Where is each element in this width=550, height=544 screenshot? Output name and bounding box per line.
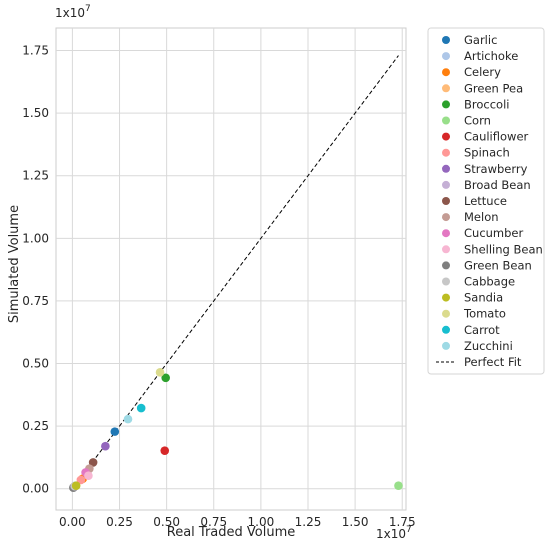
legend-label-spinach: Spinach bbox=[464, 146, 510, 160]
legend-marker-melon bbox=[442, 213, 450, 222]
y-axis-label: Simulated Volume bbox=[7, 205, 22, 323]
x-tick-label: 1.00 bbox=[248, 515, 275, 529]
point-tomato bbox=[155, 367, 165, 377]
legend-marker-tomato bbox=[442, 309, 450, 318]
x-axis-label: Real Traded Volume bbox=[167, 525, 295, 540]
x-tick-label: 0.75 bbox=[200, 515, 227, 529]
legend-marker-zucchini bbox=[442, 341, 450, 350]
legend-marker-cucumber bbox=[442, 229, 450, 238]
legend-marker-cauliflower bbox=[442, 132, 450, 141]
legend-marker-shelling-bean bbox=[442, 245, 450, 254]
x-tick-label: 1.50 bbox=[342, 515, 369, 529]
y-offset-base: 1x10 bbox=[55, 6, 85, 20]
y-tick-label: 0.50 bbox=[22, 357, 49, 371]
point-broccoli bbox=[161, 373, 170, 383]
y-tick-label: 1.25 bbox=[22, 169, 49, 183]
legend-label-melon: Melon bbox=[464, 210, 499, 224]
x-offset-exp: 7 bbox=[406, 525, 412, 535]
legend-marker-strawberry bbox=[442, 164, 450, 173]
y-tick-label: 0.25 bbox=[22, 419, 49, 433]
legend-label-cauliflower: Cauliflower bbox=[464, 130, 529, 144]
legend-marker-green-pea bbox=[442, 84, 450, 93]
y-tick-label: 1.50 bbox=[22, 106, 49, 120]
legend-marker-green-bean bbox=[442, 261, 450, 270]
legend-label-corn: Corn bbox=[464, 114, 491, 128]
legend: Garlic Artichoke Celery Green Pea Broccoli Co… bbox=[427, 27, 545, 375]
legend-label-broccoli: Broccoli bbox=[464, 97, 509, 111]
legend-label-tomato: Tomato bbox=[463, 307, 506, 321]
legend-label-strawberry: Strawberry bbox=[464, 162, 528, 176]
point-garlic bbox=[110, 427, 120, 436]
y-tick-label: 0.00 bbox=[22, 482, 49, 496]
legend-marker-carrot bbox=[442, 325, 450, 334]
point-sandia bbox=[71, 481, 81, 491]
point-strawberry bbox=[101, 441, 110, 451]
data-points bbox=[69, 367, 403, 493]
x-tick-label: 1.25 bbox=[295, 515, 322, 529]
legend-label-garlic: Garlic bbox=[464, 33, 497, 47]
x-tick-label: 0.50 bbox=[153, 515, 180, 529]
plot-area bbox=[55, 27, 407, 511]
x-tick-label: 0.00 bbox=[59, 515, 86, 529]
legend-marker-cabbage bbox=[442, 277, 450, 286]
legend-label-cucumber: Cucumber bbox=[464, 226, 524, 240]
legend-box bbox=[427, 27, 545, 375]
legend-marker-sandia bbox=[442, 293, 450, 302]
x-tick-labels: 0.00 0.25 0.50 0.75 1.00 1.25 1.50 1.75 bbox=[59, 515, 416, 529]
legend-marker-corn bbox=[442, 116, 450, 125]
point-spinach bbox=[76, 475, 86, 485]
y-offset-label: 1x107 bbox=[55, 4, 91, 20]
x-offset-label: 1x107 bbox=[376, 525, 412, 541]
legend-label-green-bean: Green Bean bbox=[464, 258, 532, 272]
point-carrot bbox=[136, 403, 146, 413]
legend-label-carrot: Carrot bbox=[464, 323, 500, 337]
legend-label-sandia: Sandia bbox=[464, 291, 503, 305]
legend-label-broad-bean: Broad Bean bbox=[464, 178, 531, 192]
point-cauliflower bbox=[160, 446, 170, 455]
x-offset-base: 1x10 bbox=[376, 527, 406, 541]
legend-marker-lettuce bbox=[442, 197, 450, 205]
y-tick-labels: 0.00 0.25 0.50 0.75 1.00 1.25 1.50 1.75 bbox=[22, 44, 49, 496]
legend-marker-artichoke bbox=[442, 52, 450, 61]
legend-label-green-pea: Green Pea bbox=[464, 81, 523, 95]
x-tick-label: 1.75 bbox=[389, 515, 416, 529]
legend-marker-broccoli bbox=[442, 100, 450, 109]
x-tick-label: 0.25 bbox=[106, 515, 133, 529]
legend-label-shelling-bean: Shelling Bean bbox=[464, 242, 543, 256]
legend-marker-garlic bbox=[442, 36, 450, 44]
perfect-fit-group bbox=[71, 55, 399, 490]
y-offset-exp: 7 bbox=[85, 4, 91, 14]
y-tick-label: 0.75 bbox=[22, 294, 49, 308]
legend-label-celery: Celery bbox=[464, 65, 501, 79]
legend-label-perfect-fit: Perfect Fit bbox=[464, 355, 522, 369]
legend-marker-celery bbox=[442, 68, 450, 77]
point-shelling-bean bbox=[84, 471, 93, 480]
y-tick-label: 1.75 bbox=[22, 44, 49, 58]
y-tick-label: 1.00 bbox=[22, 231, 49, 245]
point-corn bbox=[394, 481, 403, 491]
legend-label-artichoke: Artichoke bbox=[464, 49, 518, 63]
gridlines bbox=[56, 28, 406, 510]
legend-marker-spinach bbox=[442, 148, 450, 157]
legend-label-lettuce: Lettuce bbox=[464, 194, 507, 208]
legend-label-cabbage: Cabbage bbox=[464, 275, 515, 289]
perfect-fit-line bbox=[71, 55, 399, 490]
legend-marker-broad-bean bbox=[442, 180, 450, 189]
point-lettuce bbox=[88, 458, 98, 467]
point-zucchini bbox=[123, 414, 133, 424]
legend-label-zucchini: Zucchini bbox=[464, 339, 513, 353]
